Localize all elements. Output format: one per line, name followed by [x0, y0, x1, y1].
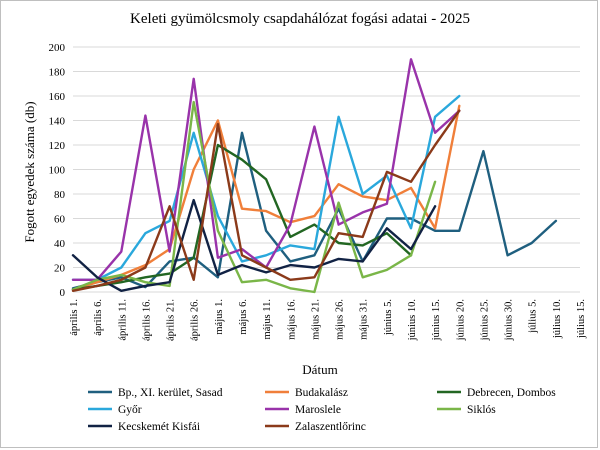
- x-tick-label: április 16.: [141, 299, 152, 341]
- legend-label: Zalaszentlőrinc: [295, 421, 366, 433]
- x-tick-label: május 11.: [262, 299, 273, 339]
- x-tick-label: május 6.: [238, 299, 249, 335]
- series-line: [71, 198, 437, 292]
- chart-title: Keleti gyümölcsmoly csapdahálózat fogási…: [130, 11, 470, 27]
- x-tick-label: április 21.: [166, 299, 177, 341]
- x-tick-label: június 20.: [455, 299, 466, 341]
- series-line: [71, 94, 461, 281]
- x-tick-label: július 5.: [528, 299, 539, 334]
- series-line: [71, 131, 558, 290]
- legend-label: Kecskemét Kisfái: [118, 421, 200, 433]
- x-tick-label: június 5.: [383, 299, 394, 336]
- series-line: [71, 100, 437, 294]
- y-axis-label: Fogott egyedek száma (db): [22, 101, 37, 242]
- legend-label: Debrecen, Dombos: [467, 387, 556, 399]
- y-tick-label: 200: [49, 42, 66, 54]
- x-tick-label: április 26.: [190, 299, 201, 341]
- x-tick-label: június 30.: [504, 299, 515, 341]
- legend-label: Siklós: [467, 404, 496, 416]
- legend-label: Budakalász: [295, 387, 348, 399]
- y-tick-label: 0: [60, 287, 66, 299]
- y-tick-label: 180: [49, 67, 66, 79]
- x-tick-label: április 6.: [93, 299, 104, 336]
- x-tick-labels: április 1. április 6. április 11. április 1…: [69, 299, 587, 341]
- x-tick-label: július 15.: [576, 299, 587, 339]
- y-tick-label: 20: [54, 263, 66, 275]
- x-tick-label: július 10.: [552, 299, 563, 339]
- legend-label: Bp., XI. kerület, Sasad: [118, 387, 223, 399]
- series-line: [71, 109, 461, 292]
- x-axis-label: Dátum: [302, 362, 337, 377]
- y-tick-labels: 0 20 40 60 80 100 120 140 160 180 200: [49, 42, 66, 299]
- legend-label: Maroslele: [295, 404, 341, 416]
- y-tick-label: 40: [54, 238, 66, 250]
- y-tick-label: 160: [49, 91, 66, 103]
- series-lines: [71, 58, 558, 294]
- x-tick-label: május 1.: [214, 299, 225, 335]
- y-tick-label: 80: [54, 189, 66, 201]
- y-tick-label: 100: [49, 165, 66, 177]
- x-tick-label: április 1.: [69, 299, 80, 336]
- x-tick-label: június 15.: [431, 299, 442, 341]
- x-tick-label: június 10.: [407, 299, 418, 341]
- x-tick-label: április 11.: [117, 299, 128, 341]
- x-tick-label: május 31.: [359, 299, 370, 340]
- x-tick-label: május 26.: [335, 299, 346, 340]
- y-tick-label: 60: [54, 214, 66, 226]
- legend: Bp., XI. kerület, Sasad Budakalász Debrece…: [88, 387, 556, 433]
- x-tick-label: május 16.: [286, 299, 297, 340]
- y-tick-label: 120: [49, 140, 66, 152]
- x-tick-label: június 25.: [479, 299, 490, 341]
- legend-label: Győr: [118, 404, 142, 416]
- series-line: [71, 143, 413, 291]
- x-tick-label: május 21.: [310, 299, 321, 340]
- y-tick-label: 140: [49, 116, 66, 128]
